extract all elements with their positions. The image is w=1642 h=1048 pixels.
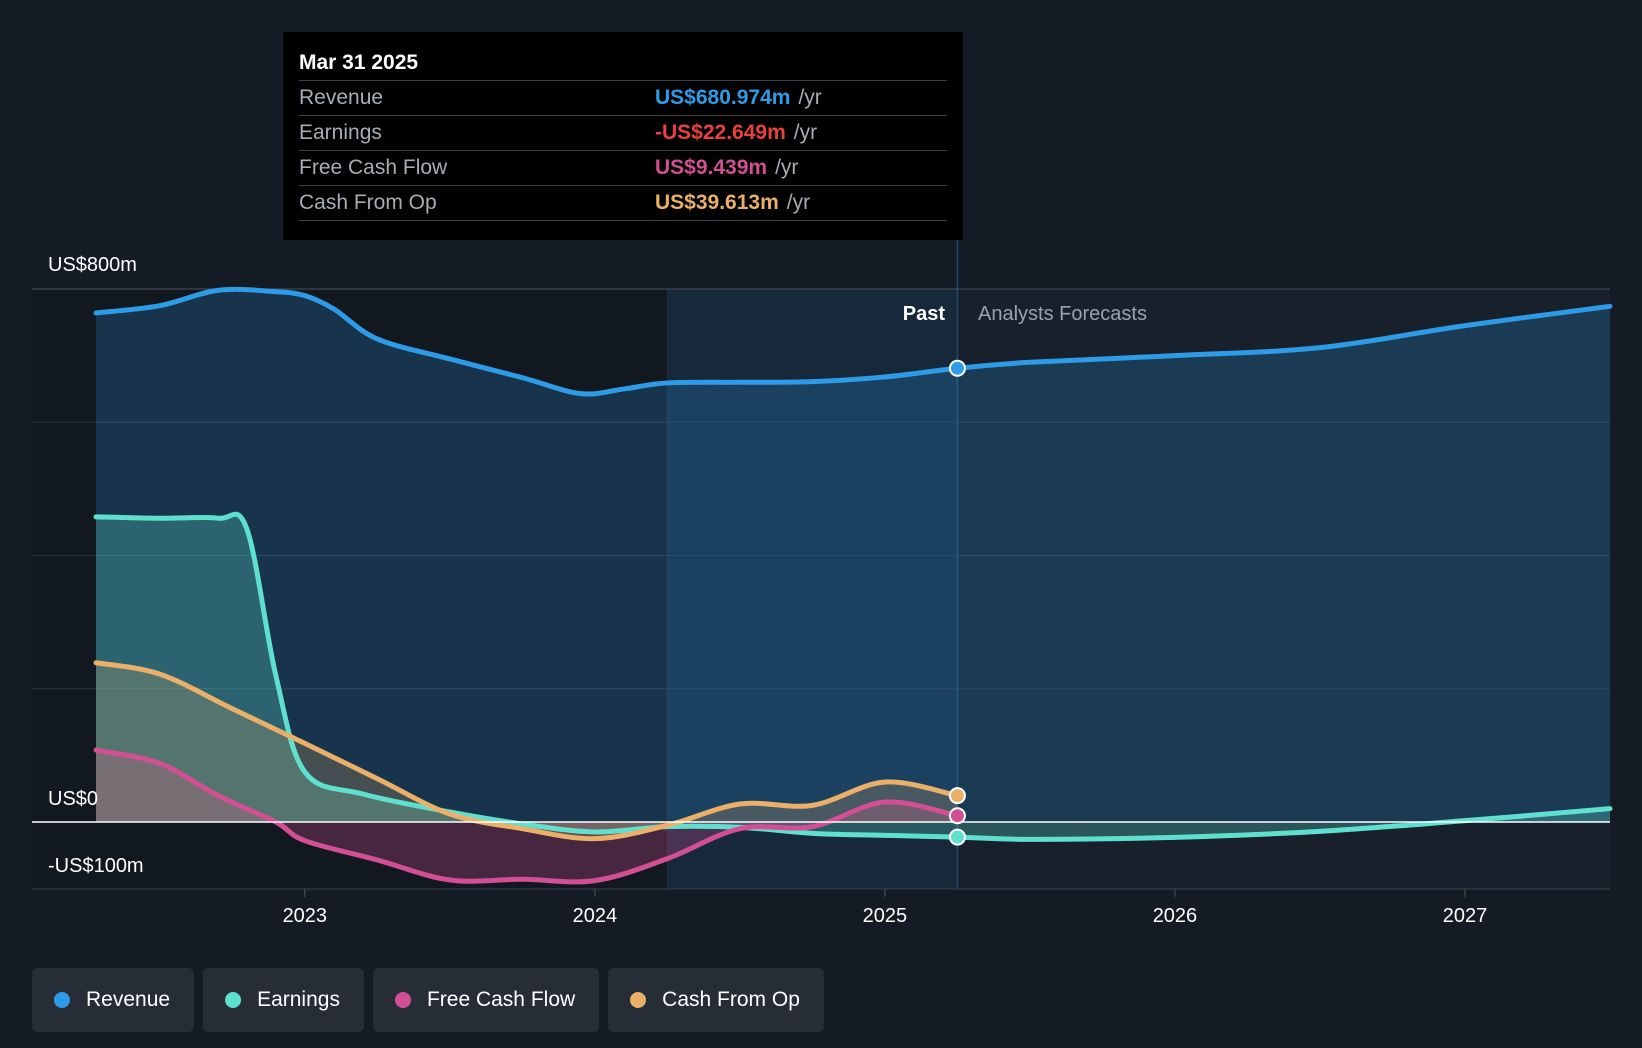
free-cash-flow-area	[96, 750, 958, 882]
legend-item-revenue[interactable]: Revenue	[32, 968, 195, 1032]
gridlines	[32, 288, 1610, 890]
tooltip-value: US$9.439m	[655, 156, 768, 179]
tooltip-value: -US$22.649m	[655, 121, 786, 144]
legend-item-earnings[interactable]: Earnings	[203, 968, 364, 1032]
tooltip-row-free-cash-flow: Free Cash Flow US$9.439m /yr	[299, 151, 947, 186]
legend-item-free-cash-flow[interactable]: Free Cash Flow	[372, 968, 600, 1032]
chart-background	[32, 240, 1610, 889]
tooltip-date: Mar 31 2025	[299, 46, 947, 81]
legend-dot-icon	[630, 992, 647, 1008]
x-tick-label: 2026	[1153, 905, 1198, 927]
x-tick-label: 2024	[573, 905, 618, 927]
legend-dot-icon	[54, 992, 70, 1008]
legend: Revenue Earnings Free Cash Flow Cash Fro…	[32, 968, 824, 1032]
tooltip: Mar 31 2025 Revenue US$680.974m /yr Earn…	[283, 32, 963, 240]
tooltip-label: Cash From Op	[299, 191, 437, 214]
free-cash-flow-marker	[948, 807, 966, 825]
tooltip-row-revenue: Revenue US$680.974m /yr	[299, 81, 947, 116]
legend-label: Revenue	[86, 988, 171, 1011]
x-axis-ticks: 2023 2024 2025 2026 2027	[283, 889, 1488, 927]
tooltip-label: Earnings	[299, 121, 382, 144]
forecast-region-label: Analysts Forecasts	[978, 303, 1147, 325]
x-tick-label: 2023	[283, 905, 328, 927]
tooltip-label: Free Cash Flow	[299, 156, 448, 179]
earnings-marker	[948, 828, 966, 846]
forecast-region-background	[957, 289, 1610, 889]
revenue-line	[93, 286, 1613, 397]
y-axis-top-label: US$800m	[48, 254, 137, 276]
y-axis-zero-label: US$0	[48, 788, 98, 810]
tooltip-unit: /yr	[786, 191, 811, 214]
legend-label: Earnings	[257, 988, 340, 1011]
cash-from-op-marker	[948, 787, 966, 805]
tooltip-value: US$39.613m	[655, 191, 779, 214]
revenue-marker	[948, 359, 966, 377]
legend-dot-icon	[225, 992, 242, 1008]
series-lines	[32, 286, 1613, 885]
revenue-area	[96, 289, 1610, 822]
tooltip-label: Revenue	[299, 86, 384, 109]
legend-dot-icon	[394, 992, 411, 1008]
free-cash-flow-line	[93, 747, 960, 885]
x-tick-label: 2025	[863, 905, 908, 927]
tooltip-row-earnings: Earnings -US$22.649m /yr	[299, 116, 947, 151]
past-region-label: Past	[903, 303, 946, 325]
x-tick-label: 2027	[1443, 905, 1488, 927]
legend-item-cash-from-op[interactable]: Cash From Op	[608, 968, 824, 1032]
legend-label: Cash From Op	[662, 988, 800, 1011]
highlight-band	[667, 289, 958, 889]
tooltip-unit: /yr	[793, 121, 818, 144]
tooltip-unit: /yr	[775, 156, 799, 179]
cash-from-op-area	[96, 662, 958, 839]
tooltip-row-cash-from-op: Cash From Op US$39.613m /yr	[299, 186, 947, 221]
tooltip-unit: /yr	[798, 86, 822, 109]
series-markers	[948, 359, 966, 846]
cash-from-op-line	[93, 660, 960, 842]
tooltip-value: US$680.974m	[655, 86, 791, 109]
legend-label: Free Cash Flow	[426, 988, 576, 1011]
y-axis-bottom-label: -US$100m	[48, 855, 144, 877]
